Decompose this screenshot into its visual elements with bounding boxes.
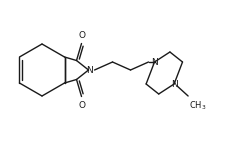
Text: CH$_3$: CH$_3$ [188, 99, 206, 112]
Text: O: O [78, 101, 85, 110]
Text: N: N [170, 80, 177, 89]
Text: N: N [85, 66, 92, 74]
Text: N: N [150, 58, 157, 67]
Text: O: O [78, 30, 85, 39]
